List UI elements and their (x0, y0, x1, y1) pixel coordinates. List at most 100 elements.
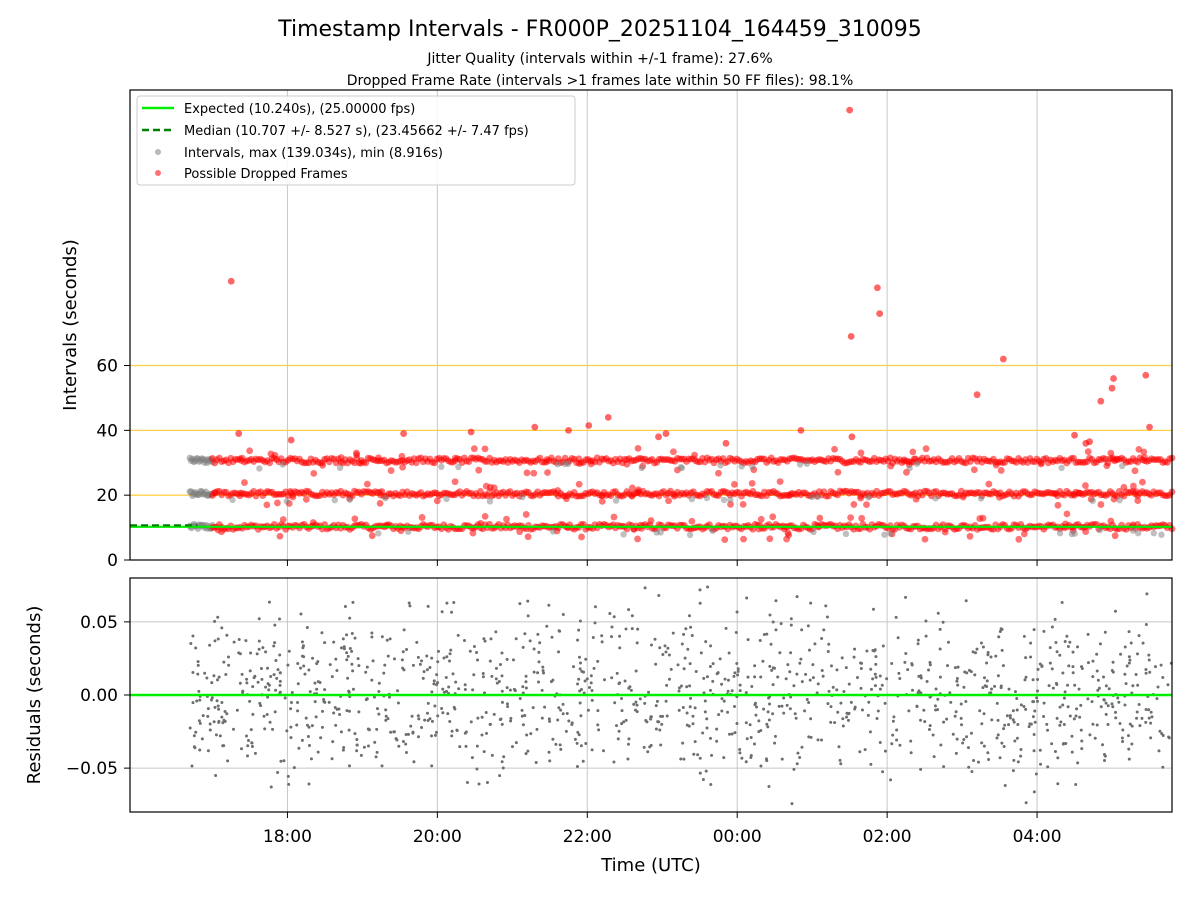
residual-point (780, 704, 784, 708)
residual-point (1077, 687, 1081, 691)
residual-point (528, 639, 532, 643)
bottom-ytick-label-0: −0.05 (66, 759, 118, 779)
residual-point (278, 690, 282, 694)
residual-point (346, 676, 350, 680)
residual-point (601, 749, 605, 753)
residual-point (898, 743, 902, 747)
residual-point (276, 668, 280, 672)
residual-point (364, 670, 368, 674)
residual-point (829, 720, 833, 724)
residual-point (919, 691, 923, 695)
band-jitter-point (922, 445, 930, 453)
residual-point (740, 756, 744, 760)
band-gray-point (1089, 497, 1096, 504)
residual-point (380, 764, 384, 768)
residual-point (470, 756, 474, 760)
residual-point (201, 714, 205, 718)
residual-point (632, 702, 636, 706)
residual-point (472, 673, 476, 677)
residual-point (1090, 700, 1094, 704)
residual-point (543, 705, 547, 709)
residual-point (268, 720, 272, 724)
residual-point (388, 695, 392, 699)
residual-point (1118, 722, 1122, 726)
residual-point (351, 669, 355, 673)
residual-point (408, 604, 412, 608)
residual-point (733, 731, 737, 735)
residual-point (723, 677, 727, 681)
residual-point (798, 661, 802, 665)
residual-point (919, 718, 923, 722)
residual-point (1071, 665, 1075, 669)
residual-point (537, 650, 541, 654)
residual-point (1058, 705, 1062, 709)
residual-point (826, 650, 830, 654)
residual-point (257, 647, 261, 651)
residual-point (1032, 732, 1036, 736)
residual-point (1036, 667, 1040, 671)
residual-point (374, 755, 378, 759)
residual-point (307, 744, 311, 748)
residual-point (738, 683, 742, 687)
residual-point (906, 668, 910, 672)
residual-point (765, 722, 769, 726)
outlier-point (662, 430, 670, 437)
residual-point (824, 604, 828, 608)
residual-point (1095, 723, 1099, 727)
residual-point (249, 728, 253, 732)
residual-point (618, 646, 622, 650)
band-gray-point (256, 465, 263, 472)
band-jitter-point (887, 462, 895, 470)
band-gray-point (1118, 462, 1126, 470)
band-jitter-point (376, 500, 384, 507)
band-jitter-point (1082, 482, 1089, 489)
residual-point (808, 678, 812, 682)
subtitle-dropped: Dropped Frame Rate (intervals >1 frames … (347, 73, 854, 89)
residual-point (1086, 632, 1090, 636)
residual-point (386, 717, 390, 721)
residual-point (506, 705, 510, 709)
residual-point (999, 686, 1003, 690)
residual-point (654, 662, 658, 666)
outlier-point (531, 423, 539, 431)
legend-dropped-label: Possible Dropped Frames (184, 167, 348, 182)
residual-point (305, 625, 309, 629)
residual-point (220, 701, 224, 705)
residual-point (300, 738, 304, 742)
residual-point (1067, 664, 1071, 668)
top-y-axis-label: Intervals (seconds) (60, 239, 81, 411)
residual-point (465, 781, 469, 785)
residual-point (295, 723, 299, 727)
residual-point (212, 720, 216, 724)
residual-point (682, 667, 686, 671)
band-jitter-point (610, 513, 618, 521)
residual-point (665, 683, 669, 687)
residual-point (296, 709, 300, 713)
residual-point (987, 757, 991, 761)
residual-point (259, 704, 263, 708)
outlier-point (973, 391, 981, 399)
outlier-point (1142, 371, 1150, 379)
residual-point (430, 734, 434, 738)
bottom-xtick-label-0: 18:00 (263, 827, 312, 847)
residual-point (1013, 690, 1017, 694)
residual-point (638, 697, 642, 701)
residual-point (1104, 712, 1108, 716)
residual-point (328, 663, 332, 667)
residual-point (738, 689, 742, 693)
residual-point (646, 750, 650, 754)
residual-point (464, 730, 468, 734)
residual-point (724, 626, 728, 630)
band-jitter-point (368, 532, 376, 540)
band-jitter-point (970, 466, 978, 474)
residual-point (370, 635, 374, 639)
residual-point (860, 661, 864, 665)
residual-point (757, 719, 761, 723)
residual-point (636, 627, 640, 631)
subtitle-jitter: Jitter Quality (intervals within +/-1 fr… (426, 51, 772, 67)
band-gray-point (443, 495, 450, 503)
residual-point (412, 760, 416, 764)
residual-point (938, 627, 942, 631)
residual-point (225, 633, 229, 637)
residual-point (266, 666, 270, 670)
